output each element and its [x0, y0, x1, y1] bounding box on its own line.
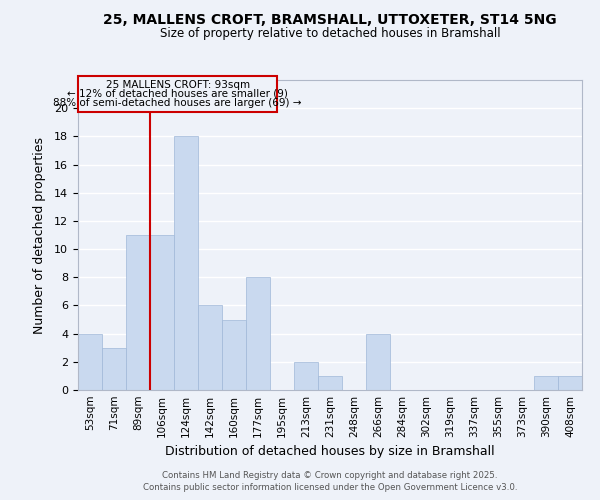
Text: ← 12% of detached houses are smaller (9): ← 12% of detached houses are smaller (9): [67, 88, 288, 99]
Bar: [366, 334, 390, 390]
Text: Contains HM Land Registry data © Crown copyright and database right 2025.: Contains HM Land Registry data © Crown c…: [162, 471, 498, 480]
Text: 25 MALLENS CROFT: 93sqm: 25 MALLENS CROFT: 93sqm: [106, 80, 250, 90]
Bar: [294, 362, 318, 390]
Bar: [102, 348, 126, 390]
Bar: [78, 334, 102, 390]
Y-axis label: Number of detached properties: Number of detached properties: [33, 136, 46, 334]
Bar: [126, 235, 150, 390]
Bar: [246, 278, 270, 390]
Text: Contains public sector information licensed under the Open Government Licence v3: Contains public sector information licen…: [143, 484, 517, 492]
Bar: [174, 136, 198, 390]
Text: Size of property relative to detached houses in Bramshall: Size of property relative to detached ho…: [160, 28, 500, 40]
Bar: [318, 376, 342, 390]
Bar: [558, 376, 582, 390]
Text: 25, MALLENS CROFT, BRAMSHALL, UTTOXETER, ST14 5NG: 25, MALLENS CROFT, BRAMSHALL, UTTOXETER,…: [103, 12, 557, 26]
FancyBboxPatch shape: [78, 76, 277, 112]
Text: 88% of semi-detached houses are larger (69) →: 88% of semi-detached houses are larger (…: [53, 98, 302, 108]
Bar: [222, 320, 246, 390]
X-axis label: Distribution of detached houses by size in Bramshall: Distribution of detached houses by size …: [165, 446, 495, 458]
Bar: [534, 376, 558, 390]
Bar: [150, 235, 174, 390]
Bar: [198, 306, 222, 390]
